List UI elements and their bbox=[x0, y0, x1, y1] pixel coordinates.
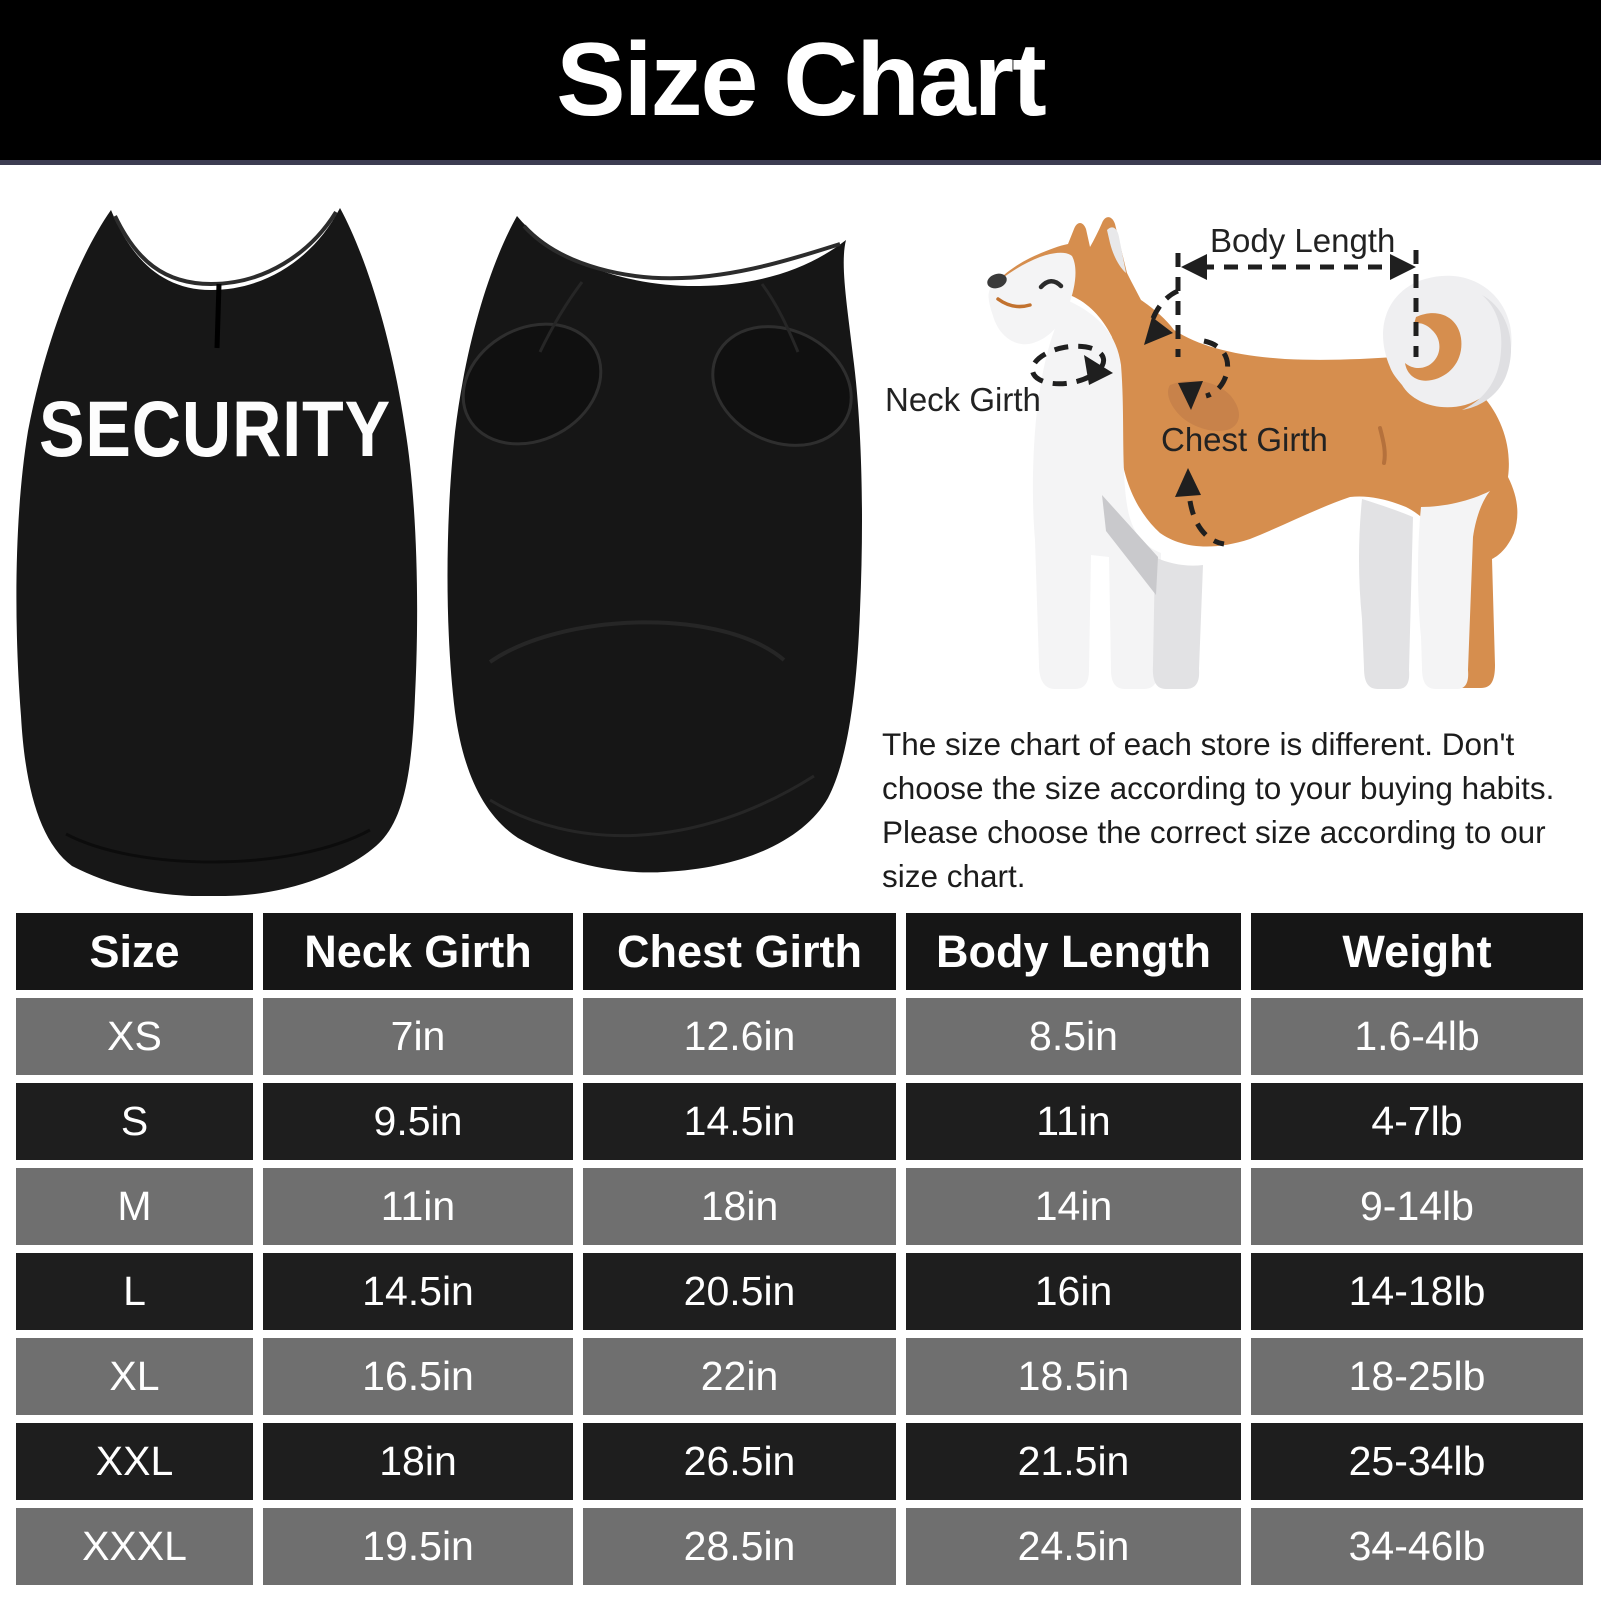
table-cell: 16.5in bbox=[263, 1338, 573, 1415]
description-text: The size chart of each store is differen… bbox=[882, 722, 1587, 898]
table-cell: L bbox=[16, 1253, 253, 1330]
dog-chest-white bbox=[1032, 301, 1161, 689]
dog-face-patch bbox=[988, 252, 1076, 345]
table-cell: 18in bbox=[583, 1168, 896, 1245]
chest-girth-top-arc bbox=[1148, 288, 1180, 325]
page-title: Size Chart bbox=[556, 22, 1047, 138]
table-cell: 8.5in bbox=[906, 998, 1241, 1075]
shirt-back-skirt-seam bbox=[488, 620, 786, 664]
security-print-text: SECURITY bbox=[39, 384, 391, 473]
table-header-cell: Weight bbox=[1251, 913, 1583, 990]
dog-ear-inner bbox=[1107, 227, 1126, 273]
description-line: size chart. bbox=[882, 858, 1026, 894]
table-cell: 1.6-4lb bbox=[1251, 998, 1583, 1075]
table-cell: 14-18lb bbox=[1251, 1253, 1583, 1330]
table-cell: 25-34lb bbox=[1251, 1423, 1583, 1500]
shirt-back-body bbox=[447, 216, 862, 873]
shirt-front-hem-seam bbox=[65, 828, 371, 864]
chest-girth-down-arrowhead bbox=[1178, 381, 1203, 410]
table-cell: XXXL bbox=[16, 1508, 253, 1585]
dog-illustration bbox=[987, 217, 1518, 689]
header-bar: Size Chart bbox=[0, 0, 1601, 165]
dog-hip-crease bbox=[1378, 426, 1387, 465]
chest-girth-withers-arrowhead bbox=[1144, 317, 1173, 345]
table-cell: 34-46lb bbox=[1251, 1508, 1583, 1585]
table-cell: M bbox=[16, 1168, 253, 1245]
neck-girth-arrowhead bbox=[1084, 355, 1113, 385]
table-cell: 20.5in bbox=[583, 1253, 896, 1330]
body-length-label: Body Length bbox=[1210, 222, 1395, 259]
dog-leg-shadow bbox=[1102, 495, 1158, 595]
table-cell: 11in bbox=[906, 1083, 1241, 1160]
description-line: The size chart of each store is differen… bbox=[882, 726, 1515, 762]
chest-girth-label: Chest Girth bbox=[1161, 421, 1328, 458]
dog-tail-curl bbox=[1405, 313, 1462, 381]
shirt-front-body bbox=[16, 208, 418, 896]
table-cell: S bbox=[16, 1083, 253, 1160]
dog-body-coat bbox=[992, 217, 1518, 688]
neck-girth-loop bbox=[1029, 343, 1107, 387]
table-cell: 18-25lb bbox=[1251, 1338, 1583, 1415]
table-cell: 18in bbox=[263, 1423, 573, 1500]
description-line: choose the size according to your buying… bbox=[882, 770, 1555, 806]
table-cell: 7in bbox=[263, 998, 573, 1075]
table-cell: 14.5in bbox=[263, 1253, 573, 1330]
dog-eye bbox=[1038, 279, 1064, 290]
shirt-back-collar-seam bbox=[522, 224, 841, 281]
chest-girth-bottom-tail bbox=[1187, 500, 1225, 547]
table-cell: 12.6in bbox=[583, 998, 896, 1075]
shirt-back-raglan-seam-right bbox=[760, 283, 800, 353]
dog-far-hind-leg bbox=[1359, 499, 1413, 689]
shirt-back-hem-seam bbox=[489, 774, 815, 838]
table-cell: 4-7lb bbox=[1251, 1083, 1583, 1160]
neck-girth-label: Neck Girth bbox=[885, 381, 1041, 418]
table-cell: XS bbox=[16, 998, 253, 1075]
dog-shirt-back-image bbox=[447, 216, 862, 873]
table-cell: 11in bbox=[263, 1168, 573, 1245]
measurement-annotations: Body Length Neck Girth Chest Girth bbox=[885, 222, 1419, 547]
table-cell: 28.5in bbox=[583, 1508, 896, 1585]
dog-far-front-leg bbox=[1152, 557, 1203, 689]
dog-measurement-diagram: Body Length Neck Girth Chest Girth bbox=[885, 217, 1518, 689]
table-cell: 14.5in bbox=[583, 1083, 896, 1160]
table-cell: 21.5in bbox=[906, 1423, 1241, 1500]
shirt-front-collar-slit bbox=[214, 283, 222, 349]
table-cell: XXL bbox=[16, 1423, 253, 1500]
body-length-arrowhead-left bbox=[1181, 254, 1207, 280]
shirt-back-raglan-seam-left bbox=[538, 281, 584, 353]
table-cell: 19.5in bbox=[263, 1508, 573, 1585]
table-cell: 24.5in bbox=[906, 1508, 1241, 1585]
shirt-back-armhole-left bbox=[461, 322, 603, 446]
table-header-cell: Body Length bbox=[906, 913, 1241, 990]
dog-near-hind-leg bbox=[1418, 491, 1490, 689]
table-cell: 16in bbox=[906, 1253, 1241, 1330]
table-cell: 26.5in bbox=[583, 1423, 896, 1500]
shirt-front-collar-seam bbox=[113, 210, 338, 287]
table-header-cell: Chest Girth bbox=[583, 913, 896, 990]
table-header-cell: Size bbox=[16, 913, 253, 990]
size-table: Size Neck Girth Chest Girth Body Length Weig… bbox=[16, 913, 1583, 1585]
body-length-arrowhead-right bbox=[1390, 254, 1416, 280]
table-cell: 14in bbox=[906, 1168, 1241, 1245]
table-cell: XL bbox=[16, 1338, 253, 1415]
description-line: Please choose the correct size according… bbox=[882, 814, 1546, 850]
shirt-back-armhole-right bbox=[711, 325, 853, 447]
dog-shirt-front-image: SECURITY bbox=[16, 208, 418, 896]
table-cell: 9.5in bbox=[263, 1083, 573, 1160]
dog-smile bbox=[996, 297, 1032, 309]
table-cell: 9-14lb bbox=[1251, 1168, 1583, 1245]
table-cell: 18.5in bbox=[906, 1338, 1241, 1415]
chest-girth-up-arrowhead bbox=[1175, 468, 1201, 497]
table-cell: 22in bbox=[583, 1338, 896, 1415]
dog-nose bbox=[987, 273, 1007, 289]
dog-tail-shadow bbox=[1462, 295, 1512, 410]
table-header-cell: Neck Girth bbox=[263, 913, 573, 990]
